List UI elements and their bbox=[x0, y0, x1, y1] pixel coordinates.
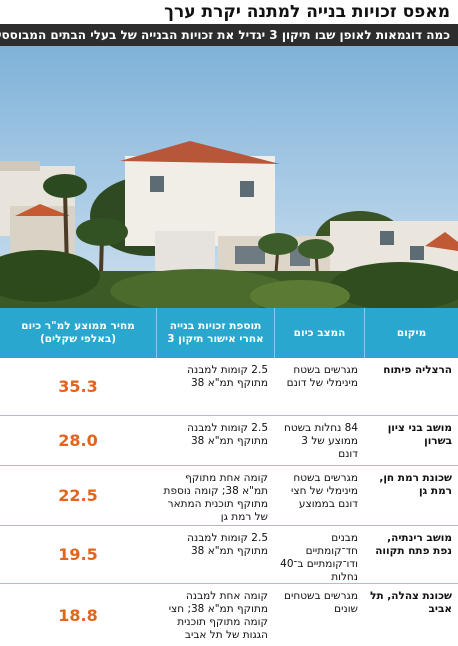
table-row: שכונת צהלה, תל אביב מגרשים בשטחים שונים … bbox=[0, 584, 458, 646]
table-row: הרצליה פיתוח מגרשים בשטח מינימלי של דונם… bbox=[0, 358, 458, 416]
cell-location: מושב בני ציון בשרון bbox=[387, 422, 452, 447]
cell-location: שכונת רמת חן, רמת גן bbox=[379, 472, 452, 497]
header-addition: תוספת זכויות בנייה אחרי אישור תיקון 3 bbox=[156, 308, 274, 358]
cell-addition: 2.5 קומות למבנה מתוקף תמ"א 38 bbox=[187, 422, 268, 447]
price-value: 18.8 bbox=[58, 605, 98, 625]
cell-current: 84 נחלות בשטח ממוצע של 3 דונם bbox=[283, 422, 358, 460]
header-current: המצב כיום bbox=[274, 308, 364, 358]
table-row: מושב בני ציון בשרון 84 נחלות בשטח ממוצע … bbox=[0, 416, 458, 466]
cell-current: מגרשים בשטחים שונים bbox=[284, 590, 358, 615]
cell-price: 18.8 bbox=[0, 584, 156, 646]
price-value: 22.5 bbox=[58, 486, 98, 505]
headline: מאפס זכויות בנייה למתנה יקרת ערך bbox=[0, 0, 458, 24]
cell-location: הרצליה פיתוח bbox=[383, 364, 452, 376]
cell-addition: קומה אחת מתוקף תמ"א 38; קומה נוספת מתוקף… bbox=[163, 472, 268, 523]
table-row: מושב רינתיה, נפת פתח תקווה מבנים חד־קומת… bbox=[0, 526, 458, 584]
table-row: שכונת רמת חן, רמת גן מגרשים בשטח מינימלי… bbox=[0, 466, 458, 526]
price-value: 19.5 bbox=[58, 545, 98, 564]
table-header: מיקום המצב כיום תוספת זכויות בנייה אחרי … bbox=[0, 308, 458, 358]
cell-location: מושב רינתיה, נפת פתח תקווה bbox=[375, 532, 452, 557]
subheadline: כמה דוגמאות לאופן שבו תיקון 3 יגדיל את ז… bbox=[0, 24, 458, 46]
cell-addition: 2.5 קומות למבנה מתוקף תמ"א 38 bbox=[187, 364, 268, 389]
cell-price: 22.5 bbox=[0, 466, 156, 525]
cell-price: 19.5 bbox=[0, 526, 156, 583]
cell-current: מגרשים בשטח מינימלי של חצי דונם בממוצע bbox=[291, 472, 358, 510]
cell-current: מבנים חד־קומתיים ודו־קומתיים ב־40 נחלות bbox=[280, 532, 358, 583]
data-table: מיקום המצב כיום תוספת זכויות בנייה אחרי … bbox=[0, 308, 458, 641]
cell-current: מגרשים בשטח מינימלי של דונם bbox=[286, 364, 358, 389]
header-location: מיקום bbox=[364, 308, 458, 358]
cell-location: שכונת צהלה, תל אביב bbox=[370, 590, 452, 615]
cell-addition: 2.5 קומות למבנה מתוקף תמ"א 38 bbox=[187, 532, 268, 557]
price-value: 35.3 bbox=[58, 377, 98, 396]
header-price: מחיר ממוצע למ"ר כיום (באלפי שקלים) bbox=[21, 320, 135, 345]
cell-price: 28.0 bbox=[0, 416, 156, 465]
cell-price: 35.3 bbox=[0, 358, 156, 415]
villa-houses-photo bbox=[0, 46, 458, 308]
price-value: 28.0 bbox=[58, 431, 98, 450]
cell-addition: קומה אחת למבנה מתוקף תמ"א 38; חצי קומה מ… bbox=[168, 590, 268, 641]
